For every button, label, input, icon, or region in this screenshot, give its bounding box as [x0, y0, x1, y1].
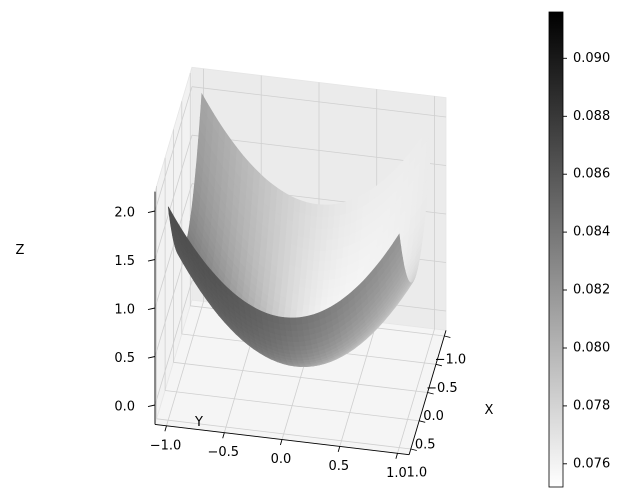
- surface-facet: [314, 228, 322, 241]
- surface-facet: [298, 340, 306, 347]
- x-tick-label: −1.0: [435, 353, 467, 368]
- z-tick-label: 0.0: [114, 400, 135, 415]
- surface-mesh: [167, 92, 434, 368]
- x-tick-label: 1.0: [406, 466, 427, 481]
- surface-facet: [299, 268, 307, 280]
- colorbar-tick-label: 0.078: [573, 398, 610, 413]
- grid-line: [191, 86, 447, 118]
- z-tick-mark: [147, 307, 156, 311]
- y-tick-mark: [337, 446, 341, 453]
- surface-facet: [321, 216, 329, 230]
- y-tick-label: −0.5: [208, 445, 240, 460]
- y-tick-mark: [279, 439, 283, 446]
- z-tick-mark: [147, 356, 156, 359]
- surface-facet: [304, 279, 312, 290]
- surface-facet: [303, 214, 312, 229]
- surface-facet: [301, 248, 309, 261]
- colorbar-tick-label: 0.084: [573, 225, 610, 240]
- surface-facet: [295, 323, 304, 332]
- y-axis-label: Y: [194, 415, 203, 430]
- y-tick-mark: [222, 432, 225, 439]
- grid-line: [154, 135, 193, 260]
- surface-facet: [316, 270, 325, 282]
- surface-facet: [318, 250, 326, 262]
- surface-facet: [306, 314, 314, 324]
- y-tick-label: 0.0: [271, 452, 292, 467]
- surface-facet: [289, 317, 297, 325]
- x-tick-mark: [444, 335, 451, 338]
- z-tick-mark: [147, 259, 156, 262]
- colorbar-ticks: 0.076 0.078 0.080 0.082 0.084 0.086 0.088 0.090: [563, 51, 610, 471]
- colorbar-tick-label: 0.080: [573, 341, 610, 356]
- surface-facet: [290, 330, 299, 337]
- surface-facet: [294, 317, 303, 325]
- colorbar-tick-label: 0.086: [573, 167, 610, 182]
- grid-line: [397, 328, 435, 454]
- surface-facet: [312, 250, 321, 262]
- z-tick-mark: [147, 210, 156, 214]
- colorbar-gradient: [548, 11, 564, 488]
- surface-facet: [297, 335, 305, 342]
- x-axis-label: X: [485, 403, 494, 418]
- surface-facet: [310, 279, 318, 290]
- y-tick-label: −1.0: [150, 438, 182, 453]
- colorbar-tick-label: 0.088: [573, 109, 610, 124]
- grid-line: [154, 183, 193, 309]
- surface-facet: [295, 353, 303, 358]
- surface-facet: [306, 259, 314, 272]
- surface-facet: [297, 212, 306, 227]
- y-tick-label: 1.0: [386, 466, 407, 481]
- z-tick-label: 2.0: [114, 206, 135, 221]
- surface-facet: [316, 204, 324, 218]
- grid-line: [166, 301, 204, 426]
- x-tick-label: 0.0: [423, 409, 444, 424]
- z-tick-label: 1.0: [114, 303, 135, 318]
- colorbar: 0.076 0.078 0.080 0.082 0.084 0.086 0.088 0.090: [548, 11, 610, 488]
- x-tick-label: −0.5: [426, 381, 458, 396]
- surface-facet: [301, 304, 310, 314]
- surface-facet: [311, 260, 320, 272]
- grid-line: [154, 86, 193, 212]
- y-tick-mark: [164, 425, 167, 432]
- x-tick-mark: [410, 448, 417, 451]
- surface-facet: [167, 206, 176, 224]
- surface-facet: [307, 305, 316, 314]
- surface-facet: [291, 335, 299, 342]
- colorbar-tick-label: 0.076: [573, 456, 610, 471]
- surface-facet: [316, 280, 324, 290]
- x-tick-mark: [427, 392, 434, 395]
- z-tick-label: 1.5: [114, 254, 135, 269]
- x-tick-mark: [435, 363, 443, 367]
- axis-ticks: −1.0 −0.5 0.0 0.5 1.0 −1.0 −0.5 0.0 0.5 1.0 0.0 0.5…: [114, 206, 466, 481]
- z-axis-label: Z: [16, 243, 25, 258]
- surface-facet: [308, 227, 316, 241]
- surface-facet: [297, 223, 305, 238]
- surface-facet: [310, 203, 318, 218]
- surface-facet: [320, 228, 328, 241]
- y-tick-mark: [395, 453, 398, 459]
- x-axis-line: [408, 330, 447, 455]
- surface-facet: [303, 287, 311, 298]
- y-tick-label: 0.5: [328, 459, 349, 474]
- grid-line: [339, 321, 378, 447]
- z-tick-mark: [147, 404, 156, 408]
- surface-facet: [302, 237, 310, 251]
- z-tick-label: 0.5: [114, 351, 135, 366]
- surface-facet: [293, 345, 301, 351]
- surface-facet: [307, 238, 316, 252]
- colorbar-tick-label: 0.090: [573, 51, 610, 66]
- colorbar-tick-label: 0.082: [573, 283, 610, 298]
- surface-facet: [308, 297, 316, 307]
- surface-facet: [314, 297, 322, 307]
- x-tick-label: 0.5: [415, 437, 436, 452]
- x-tick-mark: [419, 420, 426, 423]
- grid-line: [154, 280, 193, 406]
